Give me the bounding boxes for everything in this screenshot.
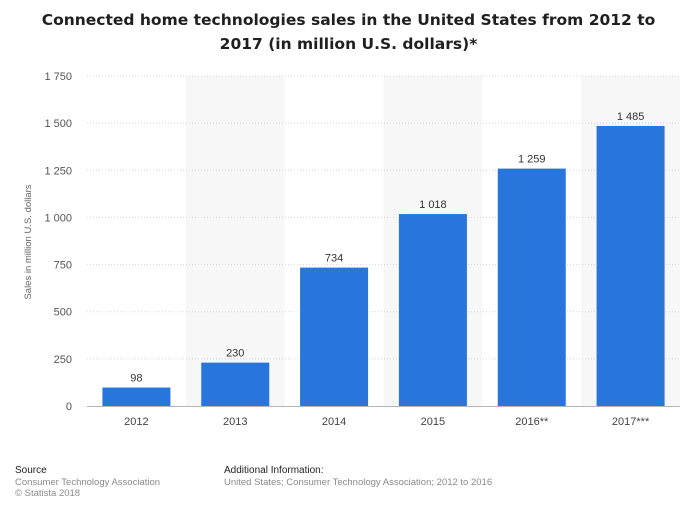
- x-tick-label: 2015: [421, 416, 445, 428]
- chart-title: Connected home technologies sales in the…: [0, 8, 697, 56]
- bar-value-label: 230: [226, 348, 244, 360]
- y-axis-label: Sales in million U.S. dollars: [23, 184, 34, 299]
- bar: [596, 125, 665, 406]
- additional-info-block: Additional Information: United States; C…: [224, 465, 492, 488]
- source-text: Consumer Technology Association: [15, 476, 161, 488]
- source-block: Source Consumer Technology Association ©…: [15, 465, 160, 500]
- y-tick-label: 1 500: [44, 118, 72, 130]
- bar-value-label: 1 485: [617, 111, 645, 123]
- additional-info-text: United States; Consumer Technology Assoc…: [224, 476, 493, 488]
- y-axis: 0 250 500 750 1 000 1 250 1 500 1 750: [44, 71, 72, 413]
- x-axis: 2012 2013 2014 2015 2016** 2017***: [124, 416, 650, 428]
- x-tick-label: 2017***: [612, 416, 650, 428]
- y-tick-label: 500: [54, 307, 72, 319]
- bar-value-label: 1 018: [419, 199, 447, 211]
- grid-lines: [87, 75, 680, 407]
- bar-value-label: 98: [130, 373, 142, 385]
- bar-value-label: 1 259: [518, 154, 546, 166]
- x-tick-label: 2012: [124, 416, 148, 428]
- x-tick-label: 2014: [322, 416, 346, 428]
- bar-series: 98 230 734 1 018 1 259 1 485: [102, 111, 665, 406]
- bar: [398, 214, 467, 406]
- bar: [102, 387, 171, 406]
- bar-value-label: 734: [325, 253, 343, 265]
- band-1: [185, 76, 285, 406]
- y-tick-label: 0: [66, 401, 72, 413]
- y-tick-label: 1 000: [44, 212, 72, 224]
- bar: [300, 267, 369, 406]
- bar: [497, 168, 566, 406]
- x-tick-label: 2013: [223, 416, 247, 428]
- chart-title-line1: Connected home technologies sales in the…: [41, 11, 656, 29]
- y-tick-label: 750: [54, 260, 72, 272]
- y-tick-label: 250: [54, 354, 72, 366]
- x-tick-label: 2016**: [515, 416, 549, 428]
- source-label: Source: [15, 465, 47, 476]
- chart-title-line2: 2017 (in million U.S. dollars)*: [219, 35, 478, 53]
- y-tick-label: 1 750: [44, 71, 72, 83]
- copyright-text: © Statista 2018: [15, 488, 81, 499]
- additional-info-label: Additional Information:: [224, 465, 324, 476]
- bar: [201, 362, 270, 406]
- y-tick-label: 1 250: [44, 165, 72, 177]
